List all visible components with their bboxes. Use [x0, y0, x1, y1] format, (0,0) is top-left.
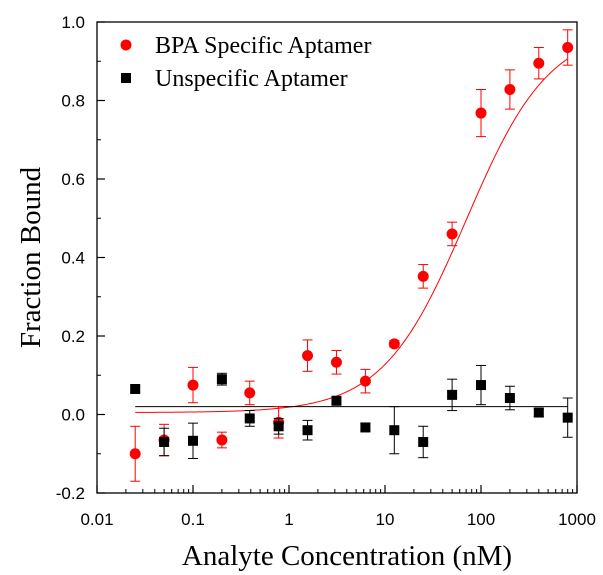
x-tick-label: 1: [284, 510, 293, 529]
data-point-bpa: [359, 375, 371, 387]
data-point-bpa: [330, 356, 342, 368]
legend-marker-unspecific: [121, 73, 131, 83]
y-tick-label: 0.8: [61, 92, 85, 111]
data-point-bpa: [388, 338, 400, 350]
data-point-bpa: [504, 84, 516, 96]
y-tick-label: 0.2: [61, 327, 85, 346]
data-point-bpa: [216, 434, 228, 446]
y-tick-label: 0.0: [61, 406, 85, 425]
y-tick-label: 0.6: [61, 170, 85, 189]
y-tick-label: 1.0: [61, 13, 85, 32]
data-point-unspecific: [302, 425, 313, 436]
data-point-unspecific: [273, 421, 284, 432]
data-point-bpa: [533, 57, 545, 69]
x-axis-title: Analyte Concentration (nM): [182, 540, 512, 572]
data-point-unspecific: [562, 412, 573, 423]
data-point-unspecific: [504, 393, 515, 404]
data-point-unspecific: [418, 436, 429, 447]
data-point-unspecific: [244, 413, 255, 424]
data-point-unspecific: [159, 436, 170, 447]
x-tick-label: 0.1: [181, 510, 205, 529]
fit-curve-bpa: [135, 58, 568, 413]
data-point-bpa: [129, 448, 141, 460]
legend-label-bpa: BPA Specific Aptamer: [155, 33, 371, 59]
data-point-unspecific: [447, 389, 458, 400]
legend-label-unspecific: Unspecific Aptamer: [155, 66, 348, 92]
plot-frame: [96, 21, 578, 494]
data-point-unspecific: [389, 425, 400, 436]
x-tick-label: 1000: [558, 510, 596, 529]
data-point-bpa: [562, 42, 574, 54]
data-point-unspecific: [360, 422, 371, 433]
data-point-unspecific: [130, 383, 141, 394]
data-point-bpa: [244, 387, 256, 399]
data-point-bpa: [446, 228, 458, 240]
data-point-unspecific: [216, 374, 227, 385]
x-tick-label: 100: [467, 510, 495, 529]
axes: 0.01 0.1 1 10 100 1000 -0.2 0.0 0.2 0.4 0.6 0.8 1.0: [56, 13, 596, 529]
y-tick-label: 0.4: [61, 249, 85, 268]
data-point-unspecific: [331, 395, 342, 406]
y-tick-label: -0.2: [56, 484, 85, 503]
data-point-bpa: [302, 350, 314, 362]
plot-area: [129, 29, 574, 482]
data-point-bpa: [187, 379, 199, 391]
data-point-unspecific: [476, 380, 486, 391]
data-point-bpa: [417, 270, 429, 282]
data-point-unspecific: [533, 407, 544, 418]
data-point-bpa: [475, 107, 487, 119]
legend: BPA Specific Aptamer Unspecific Aptamer: [120, 33, 371, 92]
data-point-unspecific: [188, 435, 198, 446]
x-tick-label: 10: [376, 510, 395, 529]
y-axis-title: Fraction Bound: [15, 166, 47, 348]
x-tick-label: 0.01: [80, 510, 113, 529]
legend-marker-bpa: [120, 39, 132, 51]
